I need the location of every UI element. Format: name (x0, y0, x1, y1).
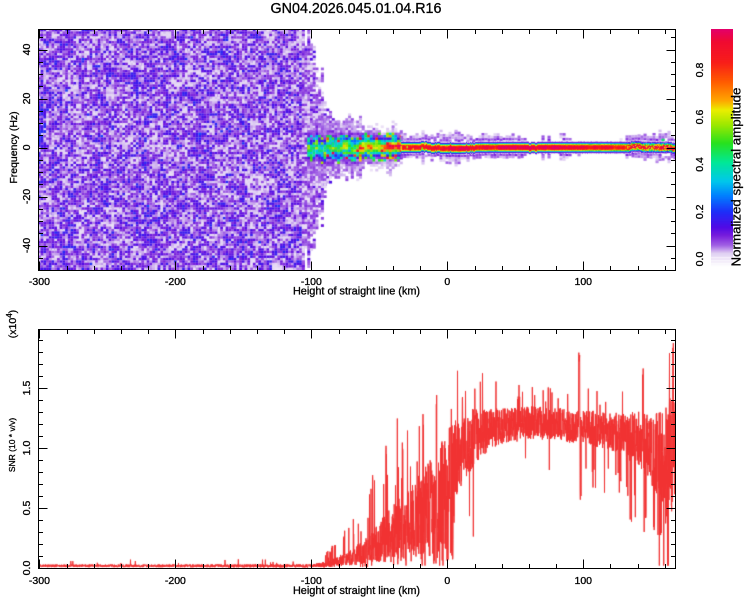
svg-text:Height of straight line (km): Height of straight line (km) (293, 286, 420, 298)
svg-text:0.4: 0.4 (694, 157, 706, 172)
svg-text:0.0: 0.0 (694, 252, 706, 267)
svg-text:(x104): (x104) (5, 310, 19, 338)
svg-text:GN04.2026.045.01.04.R16: GN04.2026.045.01.04.R16 (271, 1, 442, 17)
svg-text:-200: -200 (165, 575, 186, 587)
svg-text:0.0: 0.0 (21, 561, 33, 576)
svg-text:20: 20 (21, 93, 33, 105)
svg-text:-300: -300 (29, 276, 50, 288)
svg-text:Frequency (Hz): Frequency (Hz) (8, 111, 20, 183)
svg-text:0.8: 0.8 (694, 63, 706, 78)
svg-text:0.6: 0.6 (694, 110, 706, 125)
svg-text:100: 100 (575, 575, 593, 587)
svg-text:-300: -300 (29, 575, 50, 587)
svg-text:Normalized spectral amplitude: Normalized spectral amplitude (729, 88, 744, 267)
svg-text:Height of straight line (km): Height of straight line (km) (293, 585, 420, 597)
svg-text:0.5: 0.5 (21, 501, 33, 516)
svg-text:-40: -40 (21, 238, 33, 253)
svg-text:SNR (10 * v/v): SNR (10 * v/v) (7, 418, 17, 472)
svg-text:-100: -100 (301, 575, 322, 587)
svg-text:100: 100 (575, 276, 593, 288)
svg-text:-100: -100 (301, 276, 322, 288)
svg-text:40: 40 (21, 44, 33, 56)
svg-text:-200: -200 (165, 276, 186, 288)
svg-text:-20: -20 (21, 189, 33, 204)
svg-text:1.0: 1.0 (21, 441, 33, 456)
svg-text:0: 0 (444, 276, 450, 288)
svg-text:1.5: 1.5 (21, 381, 33, 396)
svg-text:0.2: 0.2 (694, 204, 706, 219)
svg-text:0: 0 (21, 144, 33, 150)
svg-text:0: 0 (444, 575, 450, 587)
